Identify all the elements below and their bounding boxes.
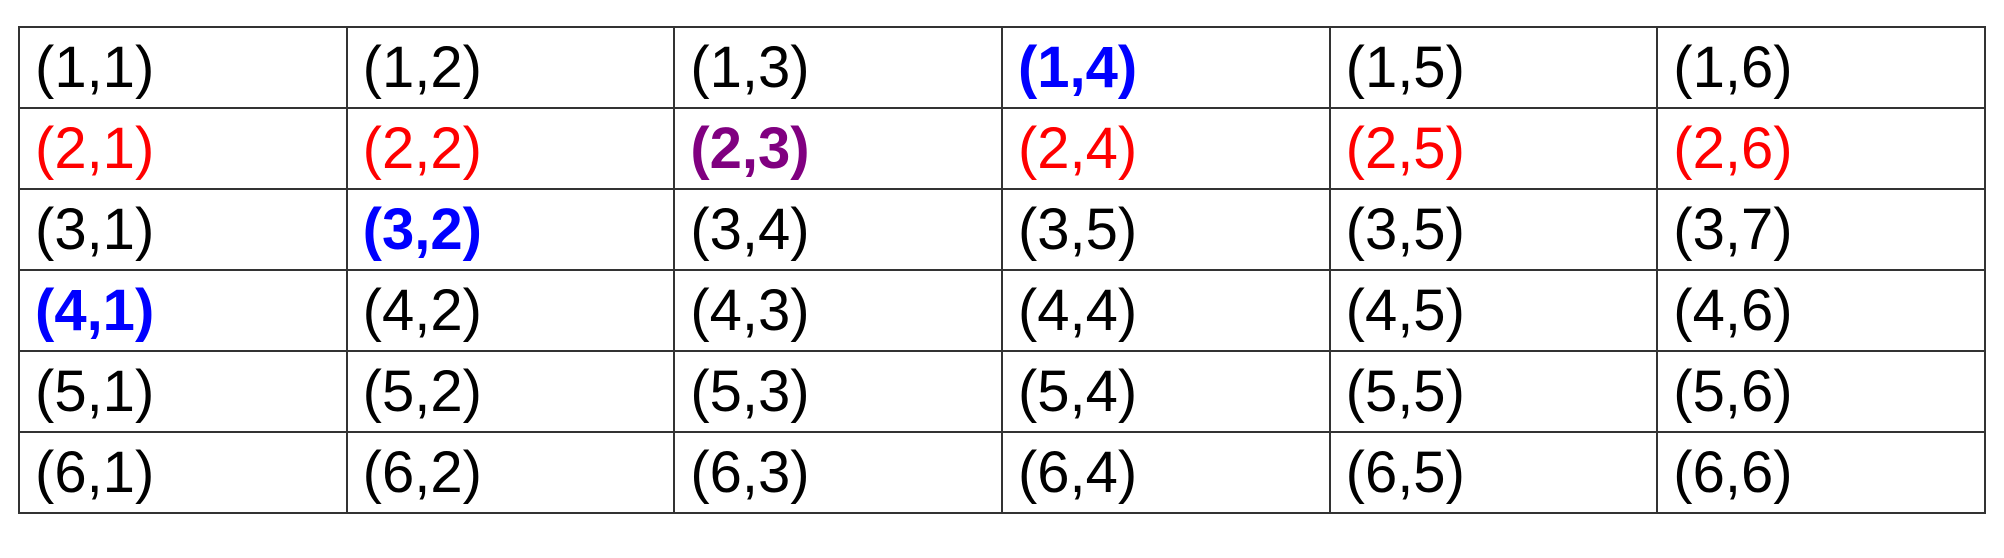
table-cell: (6,2)	[345, 431, 676, 514]
table-cell: (6,1)	[18, 431, 348, 514]
table-cell: (6,4)	[1000, 431, 1331, 514]
table-cell: (3,5)	[1328, 188, 1659, 271]
table-cell: (6,3)	[673, 431, 1003, 514]
table-cell: (5,6)	[1656, 350, 1986, 433]
table-cell: (1,2)	[345, 26, 676, 109]
table-cell: (5,2)	[345, 350, 676, 433]
table-cell: (5,5)	[1328, 350, 1659, 433]
table-row: (6,1) (6,2) (6,3) (6,4) (6,5) (6,6)	[18, 431, 1986, 514]
table-cell: (4,6)	[1656, 269, 1986, 352]
table-cell: (4,1)	[18, 269, 348, 352]
table-cell: (2,6)	[1656, 107, 1986, 190]
table-row: (5,1) (5,2) (5,3) (5,4) (5,5) (5,6)	[18, 350, 1986, 433]
table-cell: (2,4)	[1000, 107, 1331, 190]
table-cell: (1,6)	[1656, 26, 1986, 109]
table-cell: (2,2)	[345, 107, 676, 190]
table-cell: (4,3)	[673, 269, 1003, 352]
table-cell: (1,3)	[673, 26, 1003, 109]
table-row: (4,1) (4,2) (4,3) (4,4) (4,5) (4,6)	[18, 269, 1986, 352]
table-cell: (2,3)	[673, 107, 1003, 190]
table-cell: (4,5)	[1328, 269, 1659, 352]
coordinate-grid-body: (1,1) (1,2) (1,3) (1,4) (1,5) (1,6) (2,1) (2,2)…	[18, 26, 1986, 514]
table-cell: (3,7)	[1656, 188, 1986, 271]
table-cell: (5,3)	[673, 350, 1003, 433]
table-cell: (6,5)	[1328, 431, 1659, 514]
table-row: (1,1) (1,2) (1,3) (1,4) (1,5) (1,6)	[18, 26, 1986, 109]
table-row: (2,1) (2,2) (2,3) (2,4) (2,5) (2,6)	[18, 107, 1986, 190]
table-cell: (1,5)	[1328, 26, 1659, 109]
table-cell: (3,5)	[1000, 188, 1331, 271]
table-cell: (1,1)	[18, 26, 348, 109]
table-cell: (4,2)	[345, 269, 676, 352]
table-cell: (1,4)	[1000, 26, 1331, 109]
table-cell: (2,1)	[18, 107, 348, 190]
coordinate-grid-table: (1,1) (1,2) (1,3) (1,4) (1,5) (1,6) (2,1) (2,2)…	[18, 26, 1986, 514]
table-cell: (2,5)	[1328, 107, 1659, 190]
table-cell: (3,1)	[18, 188, 348, 271]
table-cell: (3,2)	[345, 188, 676, 271]
table-cell: (5,4)	[1000, 350, 1331, 433]
table-cell: (3,4)	[673, 188, 1003, 271]
table-cell: (4,4)	[1000, 269, 1331, 352]
table-row: (3,1) (3,2) (3,4) (3,5) (3,5) (3,7)	[18, 188, 1986, 271]
table-cell: (5,1)	[18, 350, 348, 433]
table-cell: (6,6)	[1656, 431, 1986, 514]
